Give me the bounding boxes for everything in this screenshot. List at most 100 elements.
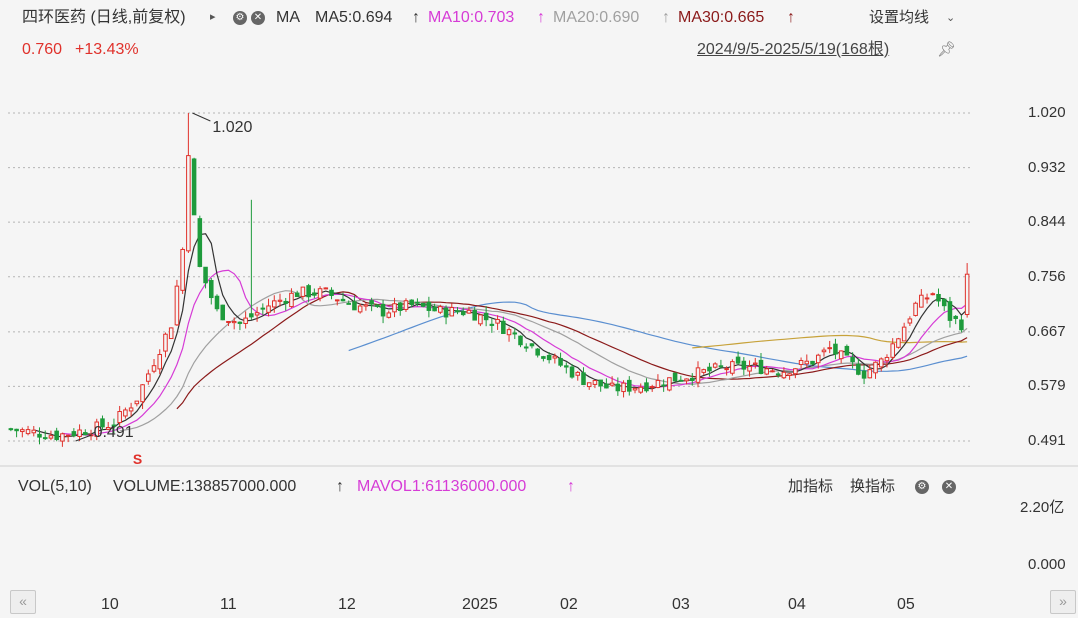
candle-body (111, 424, 117, 427)
high-arrow (192, 112, 211, 122)
close-icon[interactable]: ✕ (942, 480, 956, 494)
ma20-value: MA20:0.690 (553, 9, 640, 26)
candle-body (684, 378, 689, 382)
candle-body (386, 312, 392, 318)
candle-body (317, 288, 323, 299)
candle-body (369, 300, 374, 305)
candle-body (266, 305, 271, 313)
candle-body (146, 373, 151, 382)
stock-title[interactable]: 四环医药 (日线,前复权) (22, 9, 186, 26)
candle-body (707, 366, 712, 372)
close-icon[interactable]: ✕ (251, 11, 265, 25)
ma-settings-button[interactable]: 设置均线 (869, 9, 930, 26)
candle-body (243, 317, 248, 324)
candle-body (833, 343, 838, 355)
candle-body (781, 371, 787, 379)
candle-body (426, 301, 432, 311)
candle-body (649, 386, 655, 389)
candle-body (283, 300, 288, 304)
candle-body (815, 354, 821, 364)
x-tick-label: 05 (897, 596, 915, 613)
title-dropdown-icon[interactable]: ▸ (210, 11, 216, 23)
candle-body (878, 358, 884, 368)
candle-body (180, 248, 185, 291)
candlestick-chart[interactable]: 1.020 0.491 S (0, 0, 1078, 470)
candle-body (598, 379, 603, 387)
candle-body (901, 326, 907, 342)
candle-body (529, 343, 535, 347)
last-price: 0.760 (22, 41, 63, 58)
ma10-line (62, 269, 968, 437)
volume-arrow: ↑ (336, 478, 344, 495)
candle-body (718, 365, 724, 368)
ma5-arrow: ↑ (412, 9, 420, 26)
candle-body (747, 365, 752, 372)
candle-body (306, 285, 311, 298)
candle-body (197, 218, 203, 267)
candle-body (775, 373, 781, 376)
candle-body (569, 366, 575, 378)
pin-icon[interactable]: 📌︎ (937, 41, 957, 58)
candle-body (690, 377, 695, 381)
switch-indicator-button[interactable]: 换指标 (850, 478, 896, 495)
x-tick-label: 12 (338, 596, 356, 613)
candle-body (558, 357, 563, 366)
candle-body (770, 370, 775, 373)
y-tick-label: 0.844 (1028, 213, 1066, 231)
candle-body (128, 407, 134, 412)
candle-body (655, 379, 661, 389)
candle-body (334, 299, 340, 302)
candle-body (586, 382, 592, 388)
ma30-value: MA30:0.665 (678, 9, 765, 26)
candle-body (94, 421, 100, 437)
x-tick-label: 2025 (462, 596, 498, 613)
candle-body (850, 356, 855, 363)
candle-body (397, 302, 403, 311)
candle-body (489, 323, 495, 326)
gear-icon[interactable]: ⚙ (915, 480, 929, 494)
vol-axis-bottom: 0.000 (1028, 556, 1066, 573)
gear-icon[interactable]: ⚙ (233, 11, 247, 25)
candle-body (701, 369, 707, 373)
candle-body (168, 327, 174, 340)
x-tick-label: 02 (560, 596, 578, 613)
candle-body (501, 320, 506, 334)
candle-body (438, 306, 443, 313)
candle-body (100, 418, 105, 428)
candle-body (420, 302, 426, 307)
date-range[interactable]: 2024/9/5-2025/5/19(168根) (697, 41, 890, 58)
candle-body (478, 314, 483, 325)
candle-body (220, 304, 226, 321)
sell-signal-marker: S (133, 451, 142, 467)
candle-body (60, 433, 65, 442)
scroll-right-button[interactable]: » (1050, 590, 1076, 614)
candle-body (924, 297, 930, 300)
candle-body (667, 377, 672, 391)
candle-body (827, 347, 832, 350)
candle-body (953, 315, 958, 320)
candle-body (627, 379, 632, 392)
candle-body (31, 429, 37, 434)
candle-body (787, 373, 792, 376)
chevron-down-icon[interactable]: ⌄ (946, 12, 956, 24)
candle-body (678, 379, 684, 382)
candle-body (941, 298, 947, 307)
candle-body (930, 293, 936, 296)
candle-body (260, 307, 266, 310)
candle-body (804, 360, 810, 365)
candle-body (798, 360, 804, 366)
candle-body (380, 303, 386, 317)
ma10-value: MA10:0.703 (428, 9, 515, 26)
candle-body (443, 307, 449, 318)
vol-axis-top: 2.20亿 (1020, 499, 1065, 516)
candle-body (77, 429, 82, 437)
ma120-line (692, 334, 968, 349)
y-tick-label: 0.667 (1028, 322, 1066, 340)
scroll-left-button[interactable]: « (10, 590, 36, 614)
candle-body (409, 299, 414, 306)
x-tick-label: 03 (672, 596, 690, 613)
candle-body (483, 312, 489, 321)
candle-body (329, 289, 334, 296)
add-indicator-button[interactable]: 加指标 (788, 478, 834, 495)
candle-body (203, 266, 208, 284)
